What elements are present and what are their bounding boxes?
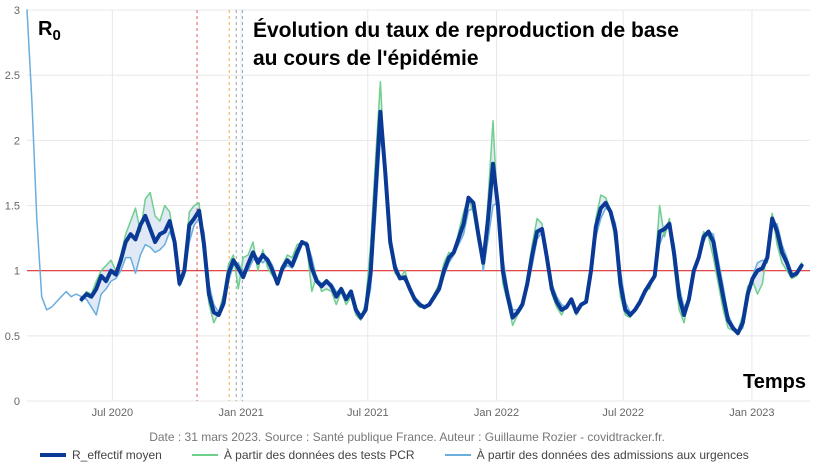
legend-label-r-effectif: R_effectif moyen bbox=[72, 448, 162, 462]
legend-item-urgences[interactable]: À partir des données des admissions aux … bbox=[444, 448, 749, 462]
y-tick-label: 1 bbox=[14, 266, 20, 278]
y-axis-label: R0 bbox=[38, 18, 61, 44]
legend-label-urgences: À partir des données des admissions aux … bbox=[476, 448, 749, 462]
x-tick-label: Jul 2022 bbox=[602, 407, 644, 419]
chart-title-line-1: Évolution du taux de reproduction de bas… bbox=[253, 19, 679, 42]
y-tick-label: 0.5 bbox=[5, 331, 20, 343]
y-axis-label-main: R bbox=[38, 18, 53, 40]
x-tick-label: Jan 2022 bbox=[474, 407, 519, 419]
x-tick-label: Jul 2021 bbox=[347, 407, 389, 419]
legend-item-pcr[interactable]: À partir des données des tests PCR bbox=[191, 448, 415, 462]
x-tick-label: Jan 2023 bbox=[729, 407, 774, 419]
legend-item-r-effectif[interactable]: R_effectif moyen bbox=[40, 448, 162, 462]
legend-swatch-urgences bbox=[444, 454, 471, 456]
legend-swatch-pcr bbox=[191, 454, 218, 456]
x-axis-ticks: Jul 2020 Jan 2021 Jul 2021 Jan 2022 Jul 2022… bbox=[92, 407, 775, 419]
x-tick-label: Jul 2020 bbox=[92, 407, 134, 419]
series-line-r-effectif bbox=[79, 109, 804, 336]
y-tick-label: 1.5 bbox=[5, 201, 20, 213]
legend-label-pcr: À partir des données des tests PCR bbox=[223, 448, 415, 462]
legend-swatch-r-effectif bbox=[40, 453, 66, 457]
legend: R_effectif moyen À partir des données de… bbox=[40, 448, 749, 462]
y-tick-label: 2 bbox=[14, 135, 20, 147]
chart-title-line-2: au cours de l'épidémie bbox=[253, 47, 479, 70]
y-axis-label-subscript: 0 bbox=[52, 27, 60, 44]
y-tick-label: 3 bbox=[14, 5, 20, 17]
source-caption: Date : 31 mars 2023. Source : Santé publ… bbox=[149, 430, 665, 444]
event-lines bbox=[196, 10, 244, 401]
y-tick-label: 2.5 bbox=[5, 70, 20, 82]
y-axis-ticks: 0 0.5 1 1.5 2 2.5 3 bbox=[5, 5, 20, 408]
series-lines bbox=[26, 9, 804, 336]
x-tick-label: Jan 2021 bbox=[218, 407, 263, 419]
x-axis-label: Temps bbox=[743, 371, 806, 393]
y-tick-label: 0 bbox=[14, 396, 20, 408]
